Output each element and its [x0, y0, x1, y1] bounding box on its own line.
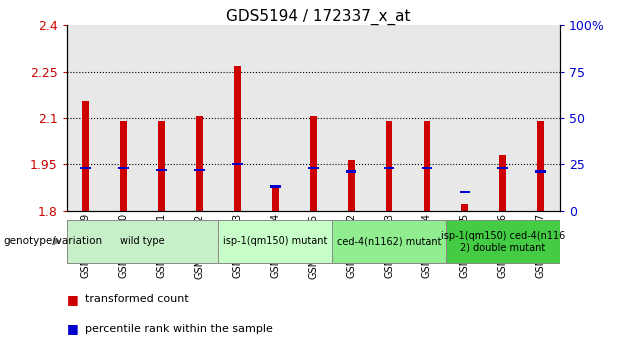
- Bar: [384, 167, 394, 169]
- Bar: [497, 167, 508, 169]
- Bar: [446, 25, 484, 211]
- Bar: [446, 220, 560, 263]
- Text: GDS5194 / 172337_x_at: GDS5194 / 172337_x_at: [226, 9, 410, 25]
- Bar: [422, 167, 432, 169]
- Text: genotype/variation: genotype/variation: [3, 236, 102, 246]
- Bar: [218, 25, 256, 211]
- Bar: [537, 121, 544, 211]
- Text: isp-1(qm150) mutant: isp-1(qm150) mutant: [223, 236, 328, 246]
- Bar: [218, 220, 332, 263]
- Bar: [256, 25, 294, 211]
- Bar: [332, 220, 446, 263]
- Bar: [234, 65, 241, 211]
- Text: percentile rank within the sample: percentile rank within the sample: [85, 323, 272, 334]
- Bar: [370, 25, 408, 211]
- Bar: [232, 163, 243, 166]
- Bar: [294, 25, 332, 211]
- Bar: [158, 121, 165, 211]
- Text: isp-1(qm150) ced-4(n116
2) double mutant: isp-1(qm150) ced-4(n116 2) double mutant: [441, 231, 565, 252]
- Bar: [118, 167, 129, 169]
- Text: ■: ■: [67, 293, 78, 306]
- Bar: [310, 117, 317, 211]
- Bar: [385, 121, 392, 211]
- Bar: [67, 220, 218, 263]
- Bar: [181, 25, 218, 211]
- Bar: [522, 25, 560, 211]
- Text: ■: ■: [67, 322, 78, 335]
- Bar: [348, 160, 354, 211]
- Bar: [272, 186, 279, 211]
- Bar: [332, 25, 370, 211]
- Bar: [156, 168, 167, 171]
- Bar: [460, 191, 470, 193]
- Bar: [536, 170, 546, 173]
- Bar: [499, 155, 506, 211]
- Bar: [408, 25, 446, 211]
- Text: wild type: wild type: [120, 236, 165, 246]
- Bar: [80, 167, 91, 169]
- Bar: [82, 101, 89, 211]
- Bar: [194, 168, 205, 171]
- Bar: [270, 185, 280, 188]
- Bar: [67, 25, 105, 211]
- Bar: [424, 121, 431, 211]
- Text: transformed count: transformed count: [85, 294, 188, 305]
- Bar: [308, 167, 319, 169]
- Bar: [196, 117, 203, 211]
- Bar: [105, 25, 142, 211]
- Bar: [346, 170, 356, 173]
- Text: ced-4(n1162) mutant: ced-4(n1162) mutant: [337, 236, 441, 246]
- Bar: [462, 204, 468, 211]
- Bar: [484, 25, 522, 211]
- Bar: [142, 25, 181, 211]
- Bar: [120, 121, 127, 211]
